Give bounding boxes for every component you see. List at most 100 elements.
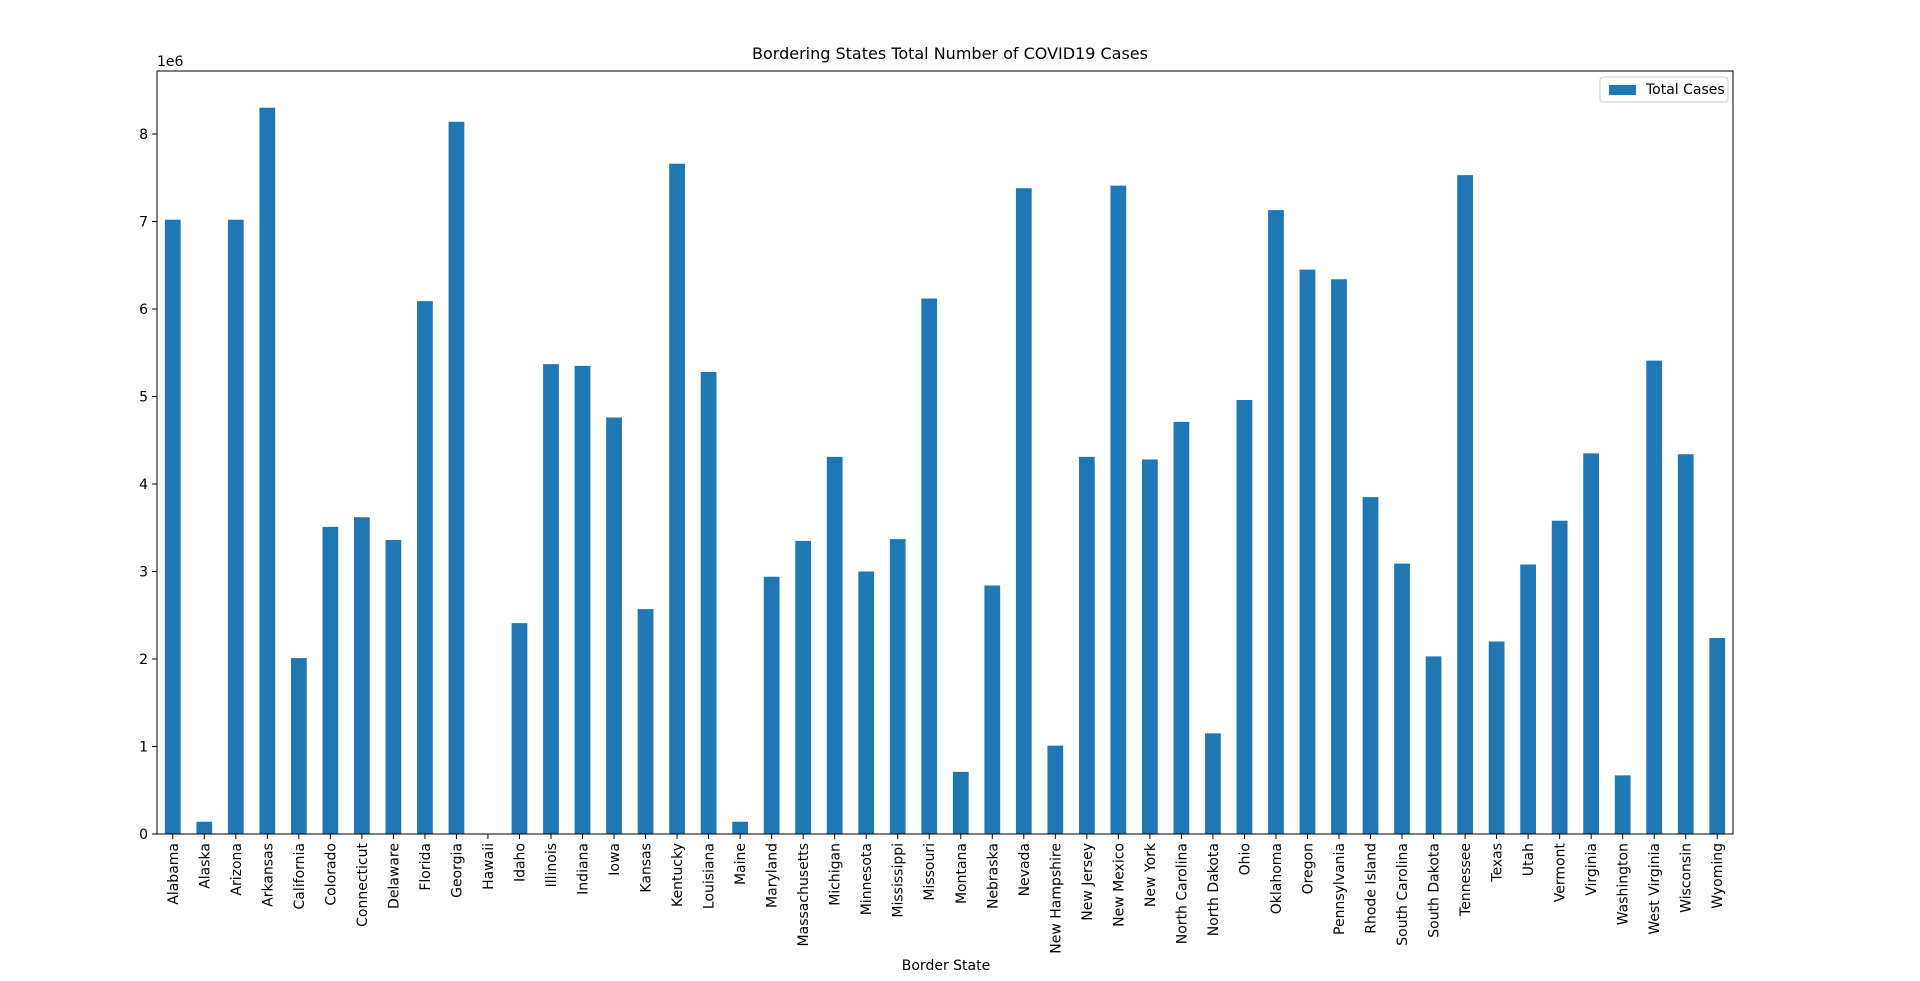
x-tick-label: Wyoming xyxy=(1710,843,1726,909)
bar-kansas xyxy=(637,609,654,835)
x-tick-label: Missouri xyxy=(922,843,938,901)
x-tick-label: New Mexico xyxy=(1111,843,1127,927)
bar-california xyxy=(290,658,307,835)
x-tick-label: Rhode Island xyxy=(1364,843,1380,934)
x-tick-label: Arkansas xyxy=(260,843,276,907)
legend: Total Cases xyxy=(1599,76,1729,103)
bar-rhode-island xyxy=(1362,497,1379,835)
plot-frame xyxy=(156,70,1734,835)
bar-montana xyxy=(952,771,969,835)
y-axis-scale-label: 1e6 xyxy=(157,54,184,70)
bar-arkansas xyxy=(259,107,276,834)
x-tick-label: Delaware xyxy=(386,843,402,909)
legend-label: Total Cases xyxy=(1645,82,1725,98)
y-tick-label: 2 xyxy=(139,652,148,668)
x-tick-label: Kansas xyxy=(639,843,655,893)
bar-massachusetts xyxy=(795,540,812,835)
x-tick-label: West Virginia xyxy=(1647,843,1663,935)
bar-georgia xyxy=(448,121,465,834)
x-tick-label: New York xyxy=(1143,842,1159,907)
bars-group xyxy=(164,107,1726,835)
x-tick-label: Oklahoma xyxy=(1269,843,1285,914)
bar-mississippi xyxy=(889,539,906,835)
x-tick-label: Oregon xyxy=(1300,843,1316,894)
x-tick-label: Utah xyxy=(1521,843,1537,876)
bar-maine xyxy=(732,821,748,834)
bar-oregon xyxy=(1299,269,1316,835)
x-tick-label: Pennsylvania xyxy=(1332,843,1348,935)
legend-swatch xyxy=(1609,85,1636,95)
bar-idaho xyxy=(511,623,528,835)
bar-alaska xyxy=(196,821,213,834)
x-tick-label: Nevada xyxy=(1017,843,1033,896)
y-axis: 0 1 2 3 4 5 6 7 8 xyxy=(139,127,157,843)
y-tick-label: 1 xyxy=(139,740,148,756)
y-tick-label: 3 xyxy=(139,565,148,581)
x-tick-label: California xyxy=(292,843,308,909)
bar-pennsylvania xyxy=(1331,279,1347,834)
bar-washington xyxy=(1614,775,1631,835)
x-tick-label: Louisiana xyxy=(702,843,718,909)
y-tick-label: 8 xyxy=(139,127,148,143)
bar-texas xyxy=(1488,641,1505,834)
x-tick-label: Iowa xyxy=(607,843,623,876)
x-tick-label: Montana xyxy=(954,843,970,904)
bar-michigan xyxy=(826,456,843,834)
x-tick-label: Illinois xyxy=(544,843,560,887)
chart-title: Bordering States Total Number of COVID19… xyxy=(752,44,1148,63)
y-tick-label: 6 xyxy=(139,302,148,318)
bar-north-carolina xyxy=(1173,421,1190,835)
bar-connecticut xyxy=(354,517,370,834)
legend-frame xyxy=(1599,76,1729,103)
x-tick-label: Alaska xyxy=(197,843,213,889)
y-tick-label: 7 xyxy=(139,215,148,231)
y-tick-label: 4 xyxy=(139,477,148,493)
x-tick-label: Connecticut xyxy=(355,842,371,926)
bar-new-hampshire xyxy=(1047,745,1064,835)
x-tick-label: Maine xyxy=(733,843,749,885)
x-axis-title: Border State xyxy=(902,958,990,974)
bar-florida xyxy=(417,301,433,834)
bar-west-virginia xyxy=(1646,360,1663,834)
x-tick-label: South Carolina xyxy=(1395,843,1411,946)
bar-vermont xyxy=(1551,520,1568,834)
x-tick-label: Virginia xyxy=(1584,843,1600,896)
y-tick-label: 0 xyxy=(139,827,148,843)
bar-north-dakota xyxy=(1205,733,1221,835)
x-tick-label: Idaho xyxy=(512,843,528,882)
bar-south-dakota xyxy=(1425,656,1442,835)
bar-indiana xyxy=(574,365,591,834)
x-tick-label: New Hampshire xyxy=(1048,843,1064,954)
bar-nevada xyxy=(1015,188,1032,834)
bar-alabama xyxy=(164,219,181,834)
x-tick-label: Vermont xyxy=(1553,842,1569,902)
bar-south-carolina xyxy=(1394,563,1410,835)
x-tick-label: New Jersey xyxy=(1080,843,1096,921)
bar-ohio xyxy=(1236,400,1253,834)
x-tick-label: Texas xyxy=(1490,843,1506,883)
x-tick-label: Hawaii xyxy=(481,843,497,890)
bar-illinois xyxy=(543,364,559,834)
bar-colorado xyxy=(322,526,339,835)
bar-nebraska xyxy=(984,585,1001,834)
bar-new-york xyxy=(1142,459,1158,834)
x-tick-label: Arizona xyxy=(229,843,245,896)
bar-tennessee xyxy=(1457,175,1473,835)
bar-maryland xyxy=(763,576,780,834)
bar-minnesota xyxy=(858,571,875,834)
bar-arizona xyxy=(227,219,244,834)
x-tick-label: Washington xyxy=(1616,843,1632,925)
x-tick-label: North Dakota xyxy=(1206,843,1222,936)
bar-new-mexico xyxy=(1110,185,1127,835)
bar-delaware xyxy=(385,540,402,834)
x-tick-label: Wisconsin xyxy=(1679,843,1695,913)
bar-wyoming xyxy=(1709,638,1726,834)
x-tick-label: Colorado xyxy=(323,843,339,906)
x-tick-label: Georgia xyxy=(449,843,465,898)
x-tick-label: Tennessee xyxy=(1458,843,1474,917)
x-tick-label: Michigan xyxy=(828,843,844,906)
x-tick-label: Ohio xyxy=(1237,843,1253,875)
x-tick-label: Mississippi xyxy=(891,843,907,918)
